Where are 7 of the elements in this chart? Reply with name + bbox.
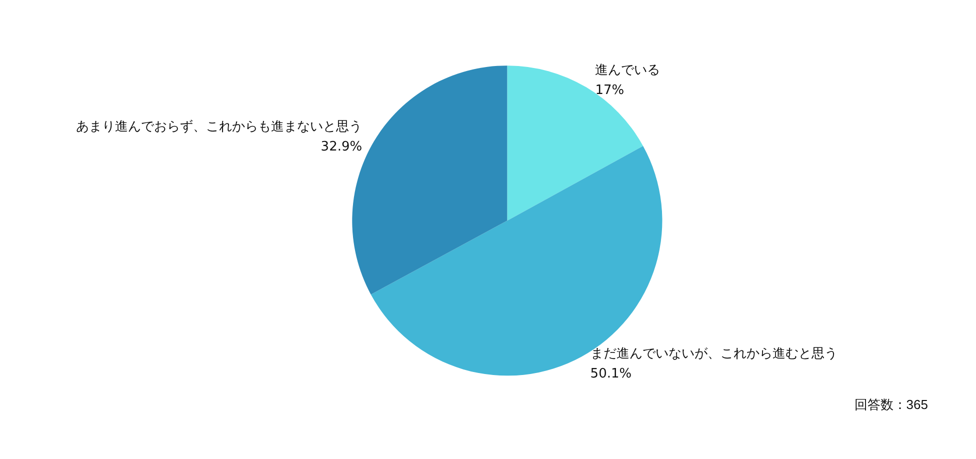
slice-label: 進んでいる [595, 62, 660, 78]
slice-label: あまり進んでおらず、これからも進まないと思う [76, 120, 362, 135]
data-label: 32.9% [320, 140, 362, 155]
text: 回答数：365 [854, 397, 928, 412]
slice-label: まだ進んでいないが、これから進むと思う [590, 346, 838, 362]
data-label: 50.1% [590, 366, 632, 382]
data-label: 17% [595, 82, 624, 98]
